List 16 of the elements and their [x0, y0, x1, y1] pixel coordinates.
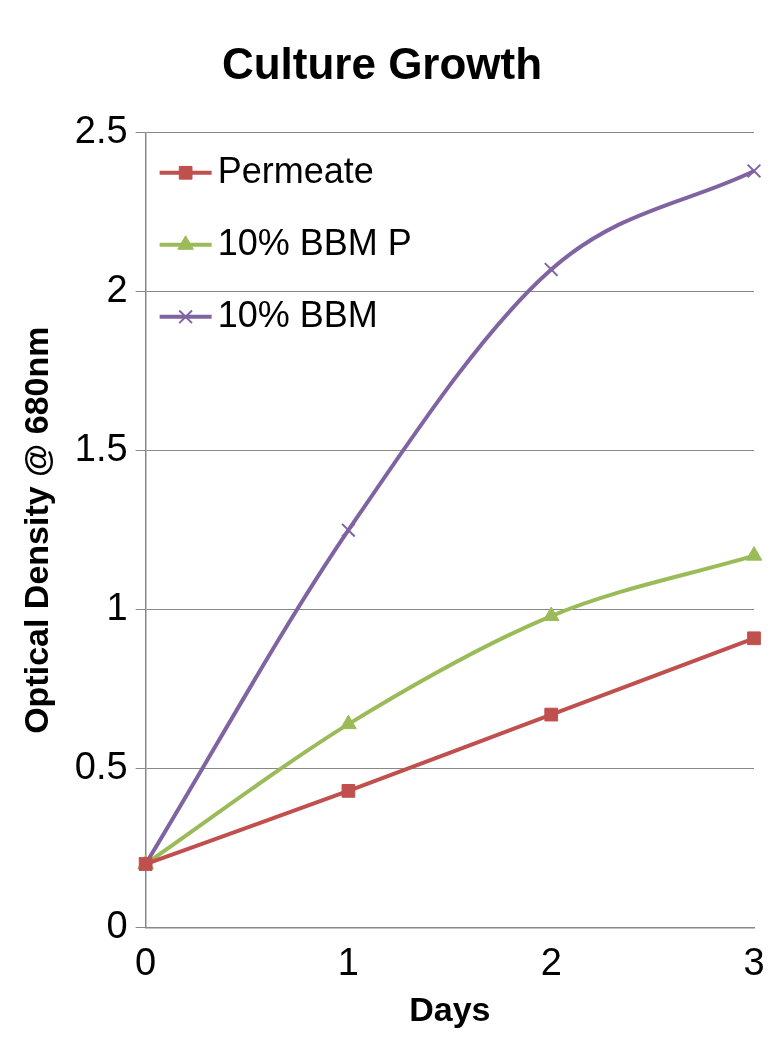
x-tick-label: 0 — [135, 940, 157, 983]
legend-label: 10% BBM P — [217, 221, 412, 263]
y-tick-label: 0 — [106, 904, 128, 947]
x-axis-title: Days — [409, 989, 491, 1028]
x-tick-label: 2 — [540, 940, 562, 983]
legend-label: 10% BBM — [217, 293, 378, 335]
y-tick-label: 0.5 — [74, 745, 128, 788]
chart-title: Culture Growth — [221, 38, 543, 88]
y-axis-title: Optical Density @ 680nm — [16, 326, 55, 734]
x-tick-label: 3 — [743, 940, 765, 983]
legend-label: Permeate — [217, 149, 374, 191]
y-tick-label: 2.5 — [74, 109, 128, 152]
x-tick-label: 1 — [337, 940, 359, 983]
y-tick-label: 2 — [106, 268, 128, 311]
y-tick-label: 1.5 — [74, 427, 128, 470]
y-tick-label: 1 — [106, 586, 128, 629]
